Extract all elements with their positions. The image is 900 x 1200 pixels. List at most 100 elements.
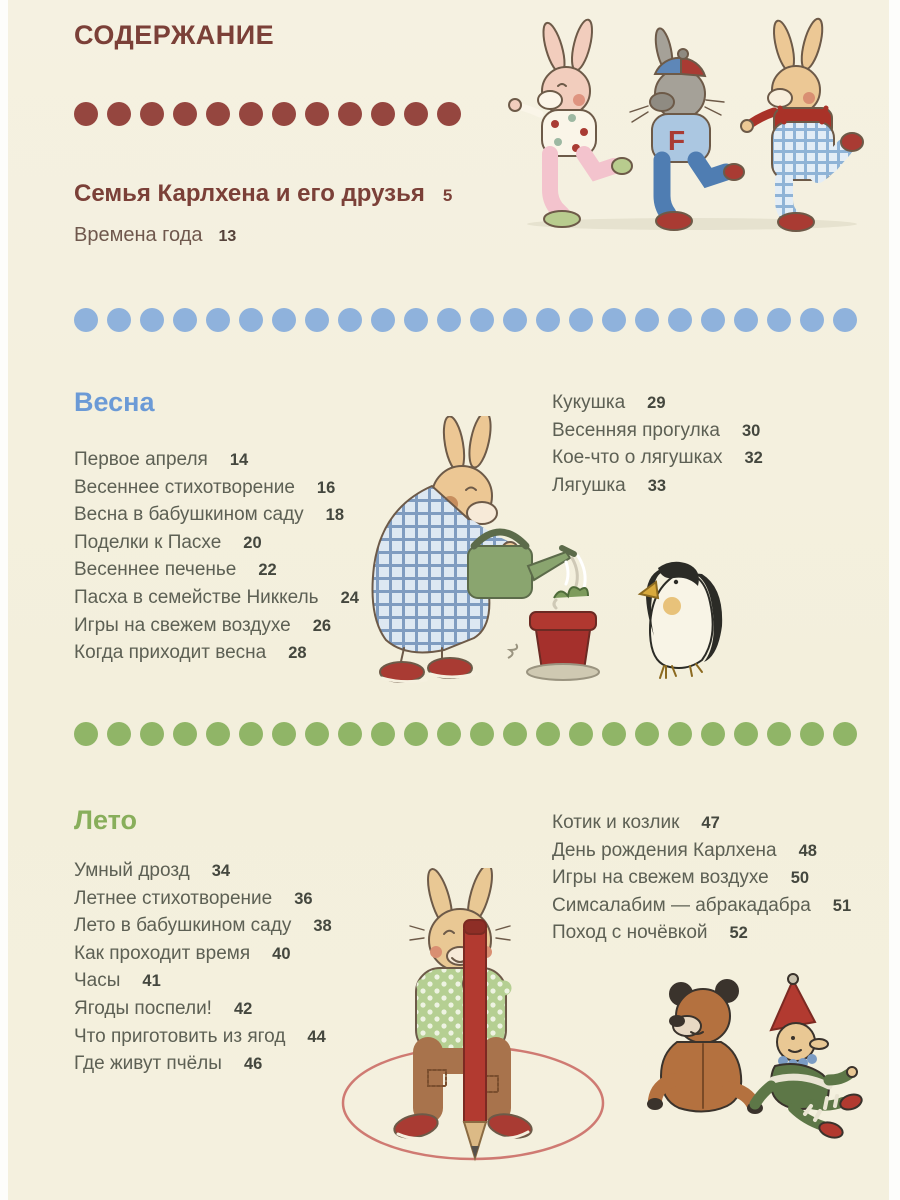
toc-row: Где живут пчёлы 46 [74,1053,263,1075]
divider-dot [74,102,98,126]
summer-right-list: Котик и козлик 47 День рождения Карлхена 4… [552,809,851,947]
spring-left-list: Первое апреля 14 Весеннее стихотворение 16… [74,446,359,667]
divider-dot [140,102,164,126]
divider-dot [272,308,296,332]
toc-row: Кое-что о лягушках 32 [552,447,763,469]
toc-entry-label: Времена года [74,224,203,246]
divider-dot [470,308,494,332]
divider-dot [437,308,461,332]
divider-dot [569,722,593,746]
divider-dot [602,308,626,332]
pink-rabbit [508,18,633,228]
blue-dots-divider [74,308,857,332]
divider-dot [503,722,527,746]
toc-row: Весеннее печенье 22 [74,559,277,581]
divider-dot [800,722,824,746]
three-friends-marching-illustration: F [508,17,864,232]
divider-dot [239,102,263,126]
divider-dot [437,102,461,126]
divider-dot [668,308,692,332]
watering-can [467,528,577,599]
toc-row: Умный дрозд 34 [74,860,231,881]
divider-dot [404,722,428,746]
svg-text:F: F [668,125,685,156]
toc-row: Когда приходит весна 28 [74,642,307,664]
teddy-bear-and-puppet-illustration [647,973,863,1139]
divider-dot [734,308,758,332]
section-heading-spring: Весна [74,387,155,417]
teddy-bear [647,979,763,1114]
divider-dot [833,308,857,332]
tan-rabbit-in-overalls [740,17,864,232]
page-edge-right [889,0,900,1200]
divider-dot [569,308,593,332]
divider-dot [107,308,131,332]
flower-pot [506,586,600,681]
divider-dot [140,722,164,746]
toc-row: Поход с ночёвкой 52 [552,922,748,944]
divider-dot [404,308,428,332]
section-heading-summer: Лето [74,805,137,835]
toc-row: Летнее стихотворение 36 [74,887,313,909]
watering-rabbit [371,416,519,684]
page-title: СОДЕРЖАНИЕ [74,20,275,50]
toc-row: Игры на свежем воздухе 50 [552,867,810,889]
toc-row: Часы 41 [74,970,161,992]
toc-row: Весеннее стихотворение 16 [74,476,336,498]
divider-dot [206,308,230,332]
divider-dot [800,308,824,332]
divider-dot [437,722,461,746]
divider-dot [338,722,362,746]
toc-entry-page-number: 5 [442,186,453,205]
toc-row: Кукушка 29 [552,392,666,413]
toc-row: Как проходит время 40 [74,942,291,964]
spring-right-list: Кукушка 29 Весенняя прогулка 30 Кое-что о … [552,389,763,499]
divider-dot [338,308,362,332]
toc-row: Лето в бабушкином саду 38 [74,915,332,937]
divider-dot [305,722,329,746]
toc-row: Весенняя прогулка 30 [552,419,761,441]
toc-row: День рождения Карлхена 48 [552,839,817,861]
divider-dot [305,308,329,332]
divider-dot [371,308,395,332]
green-dots-divider [74,722,857,746]
toc-entry-seasons: Времена года 13 [74,224,236,247]
divider-dot [536,722,560,746]
divider-dot [635,308,659,332]
divider-dot [74,308,98,332]
penguin-illustration [637,561,723,679]
page-edge-left [0,0,8,1200]
red-dots-divider [74,102,461,126]
divider-dot [767,308,791,332]
divider-dot [734,722,758,746]
divider-dot [833,722,857,746]
water-stream [552,554,587,610]
divider-dot [107,722,131,746]
divider-dot [536,308,560,332]
toc-row: Симсалабим — абракадабра 51 [552,894,852,916]
divider-dot [107,102,131,126]
toc-entry-page-number: 13 [218,228,237,245]
toc-entry-label: Семья Карлхена и его друзья [74,180,425,207]
toc-row: Что приготовить из ягод 44 [74,1025,326,1047]
divider-dot [239,308,263,332]
toc-row: Ягоды поспели! 42 [74,997,253,1019]
toc-row: Поделки к Пасхе 20 [74,531,262,553]
divider-dot [338,102,362,126]
toc-row: Пасха в семействе Никкель 24 [74,586,359,608]
divider-dot [206,722,230,746]
divider-dot [701,722,725,746]
divider-dot [404,102,428,126]
summer-left-list: Умный дрозд 34 Летнее стихотворение 36 Лет… [74,857,332,1078]
divider-dot [305,102,329,126]
rabbit-with-giant-pencil-illustration [341,868,605,1162]
rabbit-watering-pot-illustration [371,416,723,684]
divider-dot [74,722,98,746]
divider-dot [272,102,296,126]
divider-dot [503,308,527,332]
divider-dot [173,308,197,332]
giant-red-pencil [462,919,488,1162]
divider-dot [272,722,296,746]
divider-dot [635,722,659,746]
